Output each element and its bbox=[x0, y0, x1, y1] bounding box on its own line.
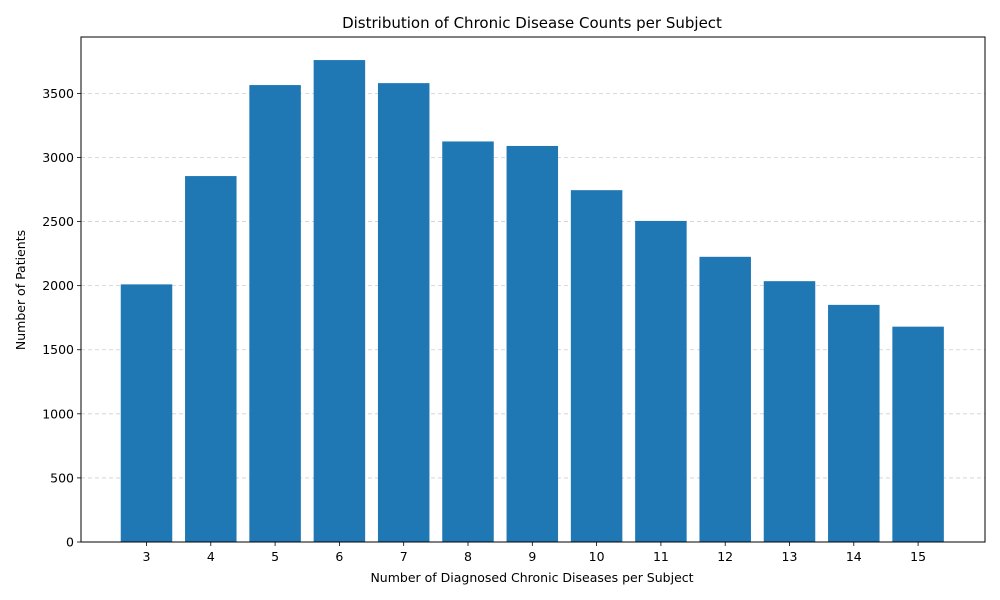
bar-13 bbox=[763, 281, 816, 542]
y-tick-label: 1000 bbox=[42, 406, 74, 421]
y-tick-label: 1500 bbox=[42, 342, 74, 357]
bar-15 bbox=[892, 326, 944, 542]
bar-3 bbox=[120, 284, 173, 542]
x-tick-label: 7 bbox=[400, 549, 408, 564]
bar-9 bbox=[506, 145, 559, 542]
x-tick-label: 12 bbox=[717, 549, 733, 564]
y-tick-label: 3000 bbox=[42, 150, 74, 165]
x-tick-label: 15 bbox=[910, 549, 926, 564]
x-axis-label: Number of Diagnosed Chronic Diseases per… bbox=[370, 570, 693, 585]
bar-6 bbox=[313, 60, 366, 542]
bar-8 bbox=[442, 141, 494, 542]
y-axis-ticks: 0 500 1000 1500 2000 2500 3000 3500 bbox=[42, 86, 81, 550]
chart-title: Distribution of Chronic Disease Counts p… bbox=[342, 14, 722, 32]
x-tick-label: 9 bbox=[528, 549, 536, 564]
x-tick-label: 4 bbox=[207, 549, 215, 564]
bar-12 bbox=[699, 256, 751, 542]
x-tick-label: 11 bbox=[653, 549, 669, 564]
y-tick-label: 500 bbox=[50, 470, 74, 485]
bars bbox=[120, 60, 944, 542]
bar-4 bbox=[185, 176, 237, 542]
bar-10 bbox=[570, 190, 623, 542]
bar-11 bbox=[635, 220, 687, 542]
y-tick-label: 2000 bbox=[42, 278, 74, 293]
y-axis-label: Number of Patients bbox=[13, 230, 28, 350]
x-axis-ticks: 3 4 5 6 7 8 9 10 11 12 13 14 15 bbox=[143, 542, 926, 564]
x-tick-label: 10 bbox=[589, 549, 605, 564]
x-tick-label: 8 bbox=[464, 549, 472, 564]
y-tick-label: 3500 bbox=[42, 86, 74, 101]
x-tick-label: 6 bbox=[335, 549, 343, 564]
plot-frame bbox=[80, 36, 986, 543]
bar-14 bbox=[828, 304, 880, 542]
y-tick-label: 0 bbox=[66, 535, 74, 550]
bar-5 bbox=[249, 85, 301, 542]
bar-7 bbox=[377, 83, 430, 542]
y-tick-label: 2500 bbox=[42, 214, 74, 229]
x-tick-label: 13 bbox=[782, 549, 798, 564]
x-tick-label: 14 bbox=[846, 549, 862, 564]
x-tick-label: 3 bbox=[143, 549, 151, 564]
x-tick-label: 5 bbox=[271, 549, 279, 564]
